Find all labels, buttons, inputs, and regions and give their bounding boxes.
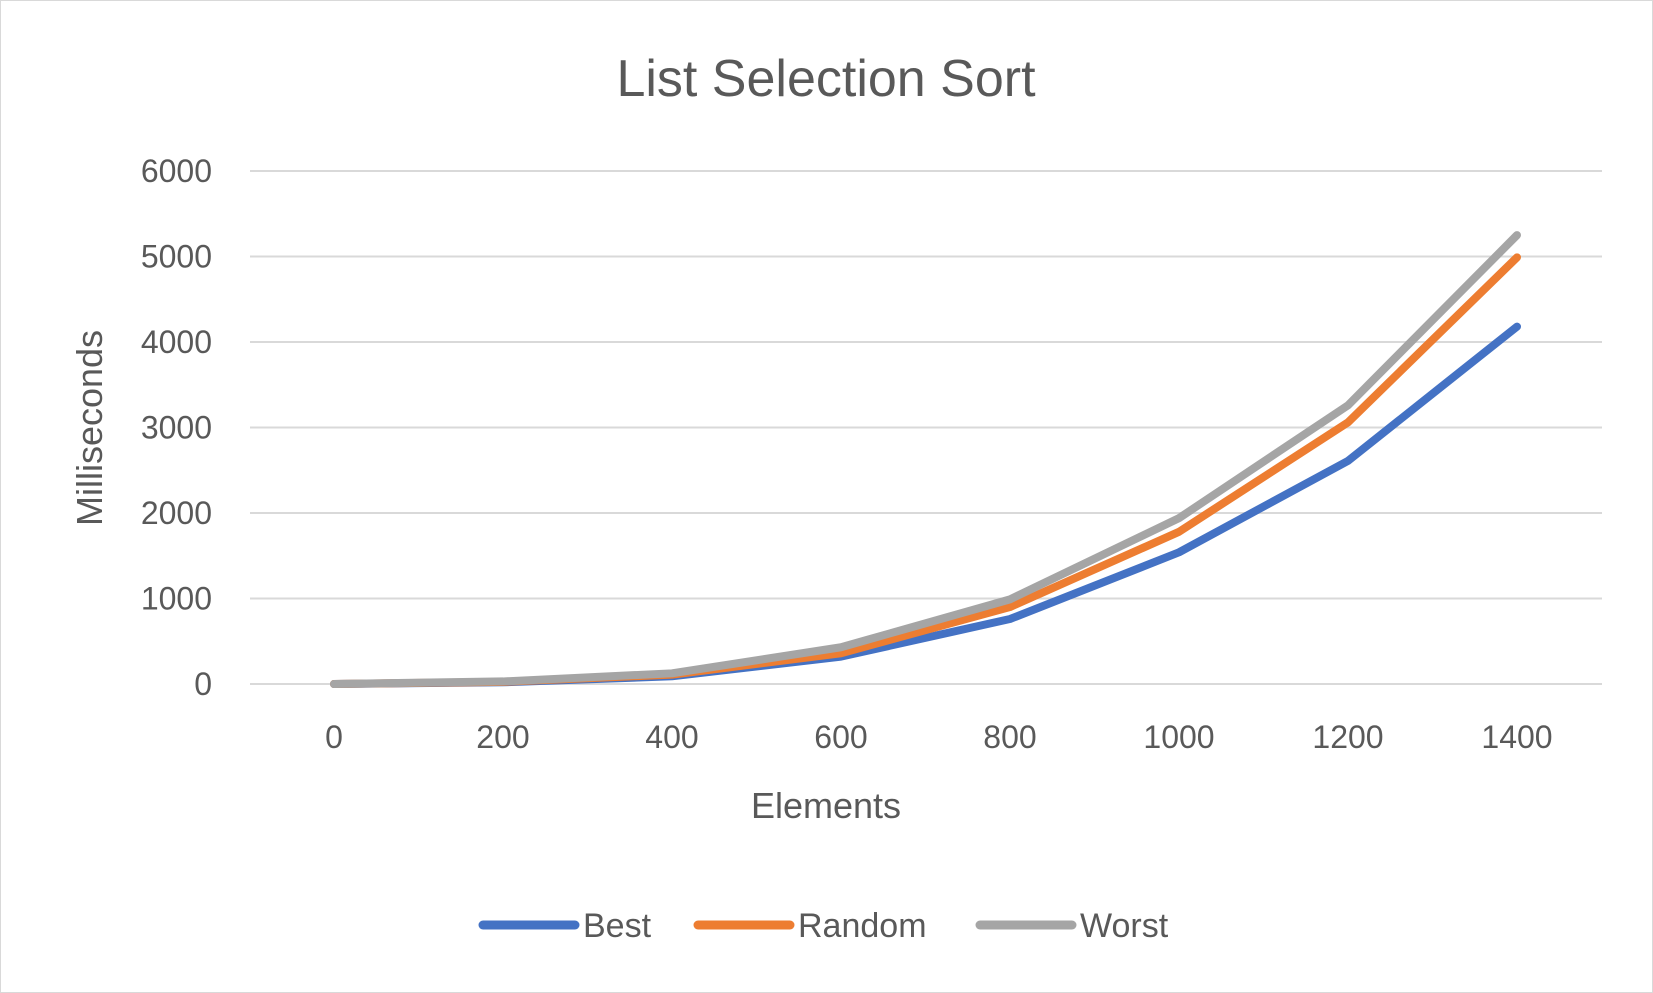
chart-title: List Selection Sort	[616, 50, 1036, 108]
y-tick-label: 1000	[141, 581, 212, 617]
y-tick-label: 0	[194, 666, 212, 702]
x-tick-label: 1000	[1143, 719, 1214, 755]
x-tick-label: 400	[645, 719, 698, 755]
series-line-worst	[330, 231, 1521, 688]
y-tick-label: 2000	[141, 495, 212, 531]
x-tick-label: 600	[814, 719, 867, 755]
gridlines	[250, 170, 1602, 685]
x-axis-ticks: 0 200 400 600 800 1000 1200 1400	[325, 719, 1552, 755]
x-tick-label: 0	[325, 719, 343, 755]
x-tick-label: 1400	[1481, 719, 1552, 755]
series-layer	[330, 231, 1521, 688]
y-tick-label: 4000	[141, 324, 212, 360]
x-tick-label: 1200	[1312, 719, 1383, 755]
legend-label-random: Random	[798, 907, 927, 945]
y-axis-title: Milliseconds	[69, 330, 110, 526]
y-tick-label: 5000	[141, 239, 212, 275]
x-axis-title: Elements	[751, 785, 901, 826]
legend-label-worst: Worst	[1080, 907, 1169, 945]
legend: Best Random Worst	[478, 907, 1169, 945]
x-tick-label: 200	[476, 719, 529, 755]
y-axis-ticks: 0 1000 2000 3000 4000 5000 6000	[141, 153, 212, 702]
y-tick-label: 3000	[141, 410, 212, 446]
y-tick-label: 6000	[141, 153, 212, 189]
legend-label-best: Best	[583, 907, 652, 945]
x-tick-label: 800	[983, 719, 1036, 755]
